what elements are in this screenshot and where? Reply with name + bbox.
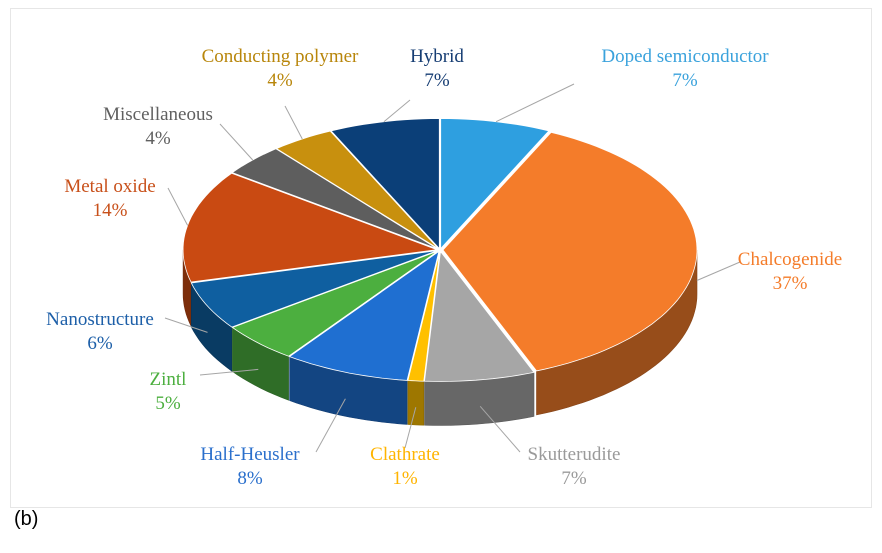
label-metal-oxide: Metal oxide: [64, 176, 155, 197]
value-half-heusler: 8%: [237, 468, 263, 489]
label-hybrid: Hybrid: [410, 46, 464, 67]
leader-doped-semiconductor: [495, 83, 575, 123]
leader-skutterudite: [479, 405, 521, 453]
leader-metal-oxide: [167, 187, 189, 226]
slice-half-heusler: [288, 250, 440, 381]
slice-doped-semiconductor: [440, 118, 550, 250]
slice-nanostructure: [190, 250, 438, 328]
leader-zintl: [199, 368, 259, 376]
slice-zintl: [231, 250, 439, 357]
label-clathrate: Clathrate: [370, 444, 440, 465]
slice-chalcogenide: [442, 131, 698, 372]
leader-hybrid: [383, 99, 411, 123]
value-clathrate: 1%: [392, 468, 418, 489]
leader-clathrate: [404, 407, 417, 449]
label-half-heusler: Half-Heusler: [200, 444, 300, 465]
value-conducting-polymer: 4%: [267, 70, 293, 91]
side-clathrate: [407, 380, 425, 426]
label-miscellaneous: Miscellaneous: [103, 104, 213, 125]
slice-labels: Doped semiconductor 7% Chalcogenide 37% Skut…: [46, 46, 842, 489]
value-hybrid: 7%: [424, 70, 450, 91]
value-zintl: 5%: [155, 393, 181, 414]
panel-label: (b): [14, 508, 39, 530]
pie-chart: Doped semiconductor 7% Chalcogenide 37% Skut…: [46, 46, 842, 489]
value-doped-semiconductor: 7%: [672, 70, 698, 91]
value-skutterudite: 7%: [561, 468, 587, 489]
leader-half-heusler: [315, 398, 346, 453]
label-chalcogenide: Chalcogenide: [738, 249, 842, 270]
label-skutterudite: Skutterudite: [528, 444, 621, 465]
label-doped-semiconductor: Doped semiconductor: [601, 46, 769, 67]
value-metal-oxide: 14%: [93, 200, 128, 221]
leader-nanostructure: [164, 317, 208, 333]
slice-clathrate: [407, 251, 441, 382]
leader-lines: [164, 83, 741, 453]
leader-miscellaneous: [219, 123, 254, 161]
value-nanostructure: 6%: [87, 333, 113, 354]
label-zintl: Zintl: [150, 369, 187, 390]
pie-tops: [182, 118, 698, 382]
label-conducting-polymer: Conducting polymer: [202, 46, 359, 67]
pie-sides: [182, 249, 698, 426]
leader-chalcogenide: [696, 261, 741, 281]
value-chalcogenide: 37%: [773, 273, 808, 294]
value-miscellaneous: 4%: [145, 128, 171, 149]
label-nanostructure: Nanostructure: [46, 309, 154, 330]
slice-skutterudite: [424, 250, 535, 382]
leader-conducting-polymer: [284, 105, 303, 140]
